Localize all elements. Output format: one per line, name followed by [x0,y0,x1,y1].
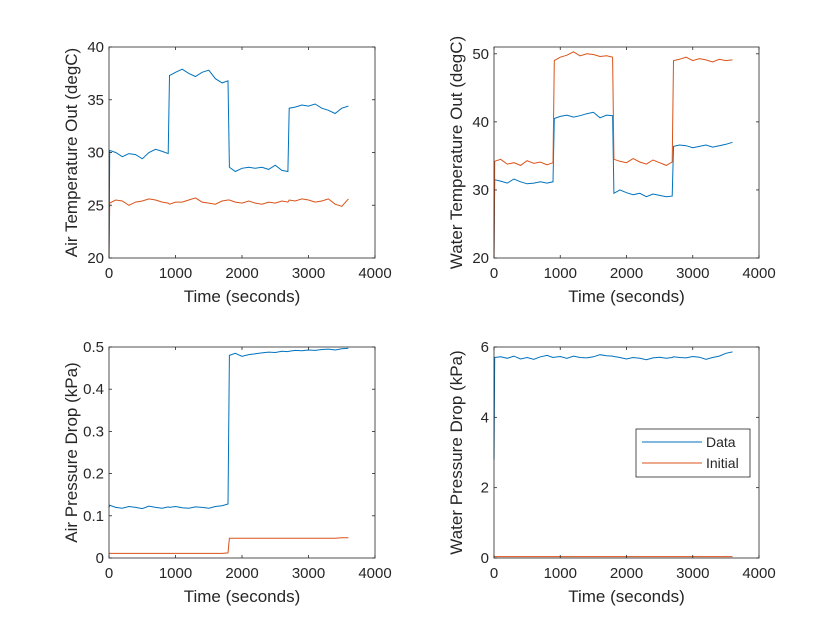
subplot-4: 0 1000 2000 3000 4000 0 2 4 6 Time (seconds) Water… [447,339,776,606]
x-tick-label: 3000 [676,265,709,282]
x-axis-label: Time (seconds) [568,287,685,306]
series-line-initial [108,537,349,555]
x-tick-label: 1000 [544,265,577,282]
y-axis-label: Air Temperature Out (degC) [62,48,81,257]
y-tick-label: 4 [481,409,489,426]
y-tick-label: 0.1 [83,508,104,525]
series-line-initial [108,197,349,259]
x-tick-label: 4000 [358,265,391,282]
y-tick-label: 0.2 [83,466,104,483]
y-tick-label: 25 [87,197,104,214]
y-tick-label: 2 [481,480,489,497]
x-tick-label: 2000 [225,565,258,582]
legend-label-initial: Initial [706,455,739,471]
x-tick-label: 1000 [544,565,577,582]
x-axis-label: Time (seconds) [184,287,301,306]
y-tick-label: 35 [87,92,104,109]
series-line-data [493,351,733,460]
x-tick-label: 4000 [742,265,775,282]
y-tick-label: 20 [87,250,104,267]
x-tick-label: 3000 [292,265,325,282]
x-tick-label: 4000 [742,565,775,582]
y-tick-label: 30 [472,182,489,199]
x-tick-label: 1000 [159,565,192,582]
axes-box [493,46,760,259]
y-tick-label: 30 [87,145,104,162]
x-axis-label: Time (seconds) [568,587,685,606]
y-tick-label: 0.3 [83,423,104,440]
x-tick-label: 2000 [225,265,258,282]
y-tick-label: 50 [472,46,489,63]
subplot-2: 0 1000 2000 3000 4000 20 30 40 50 Time (seconds) W… [447,36,776,306]
x-tick-label: 0 [105,565,113,582]
y-tick-label: 40 [87,39,104,56]
y-axis-label: Water Temperature Out (degC) [447,36,466,269]
x-tick-label: 0 [105,265,113,282]
axes-box [108,346,376,559]
x-tick-label: 1000 [159,265,192,282]
series-line-data [108,347,349,510]
subplot-1: 0 1000 2000 3000 4000 20 25 30 35 40 Time (seconds… [62,39,392,306]
y-tick-label: 0.4 [83,381,104,398]
x-tick-label: 2000 [610,265,643,282]
x-tick-label: 3000 [676,565,709,582]
x-tick-label: 2000 [610,565,643,582]
x-tick-label: 0 [490,565,498,582]
legend-box [635,428,751,478]
x-axis-label: Time (seconds) [184,587,301,606]
series-line-data [108,68,349,259]
x-tick-label: 4000 [358,565,391,582]
legend: Data Initial [635,428,751,478]
y-tick-label: 6 [481,339,489,356]
y-tick-label: 0 [96,550,104,567]
series-line-initial [493,51,733,259]
x-tick-label: 0 [490,265,498,282]
y-tick-label: 40 [472,114,489,131]
x-tick-label: 3000 [292,565,325,582]
legend-label-data: Data [706,434,736,450]
y-tick-label: 20 [472,250,489,267]
y-tick-label: 0 [481,550,489,567]
subplot-3: 0 1000 2000 3000 4000 0 0.1 0.2 0.3 0.4 0.5 Time (s… [62,339,392,606]
y-axis-label: Water Pressure Drop (kPa) [447,350,466,554]
y-tick-label: 0.5 [83,339,104,356]
y-axis-label: Air Pressure Drop (kPa) [62,362,81,542]
series-line-data [493,111,733,259]
